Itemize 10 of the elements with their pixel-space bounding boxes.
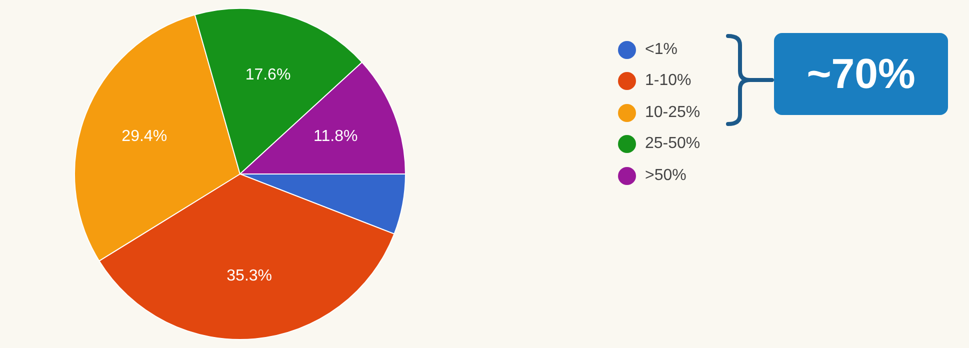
data-label: 11.8% [314, 128, 358, 146]
legend-label: >50% [645, 166, 686, 185]
legend-label: 10-25% [645, 104, 700, 122]
data-label: 29.4% [122, 128, 168, 146]
data-label: 35.3% [226, 268, 272, 285]
text: ~70% [774, 33, 948, 115]
data-label: 17.6% [245, 66, 291, 84]
legend-label: <1% [645, 40, 678, 59]
legend-label: 1-10% [645, 72, 692, 90]
legend-label: 25-50% [645, 135, 700, 154]
